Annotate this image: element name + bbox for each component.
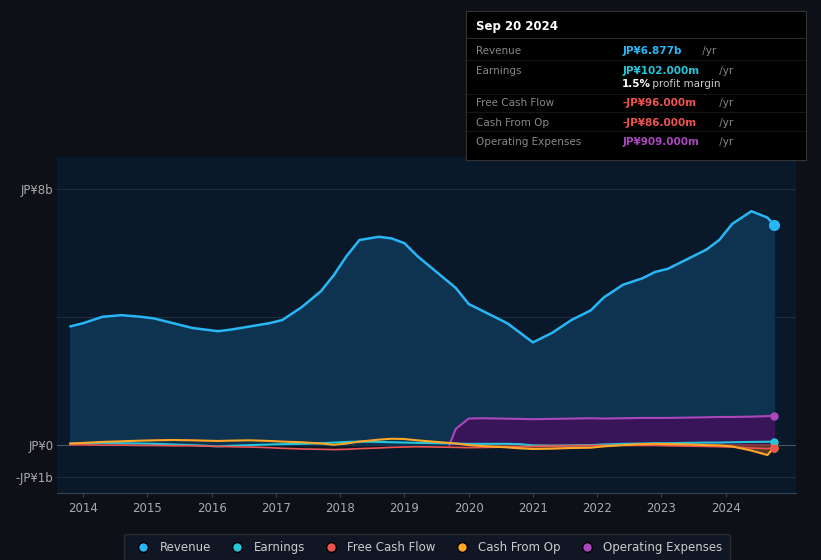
Legend: Revenue, Earnings, Free Cash Flow, Cash From Op, Operating Expenses: Revenue, Earnings, Free Cash Flow, Cash … xyxy=(124,534,730,560)
Text: JP¥909.000m: JP¥909.000m xyxy=(622,137,699,147)
Text: /yr: /yr xyxy=(716,137,733,147)
Text: JP¥6.877b: JP¥6.877b xyxy=(622,46,681,56)
Text: Sep 20 2024: Sep 20 2024 xyxy=(475,20,557,32)
Text: Revenue: Revenue xyxy=(475,46,521,56)
Text: /yr: /yr xyxy=(716,66,733,76)
Text: Free Cash Flow: Free Cash Flow xyxy=(475,98,554,108)
Text: JP¥102.000m: JP¥102.000m xyxy=(622,66,699,76)
Text: 1.5%: 1.5% xyxy=(622,79,651,89)
Text: -JP¥86.000m: -JP¥86.000m xyxy=(622,118,696,128)
Text: profit margin: profit margin xyxy=(649,79,721,89)
Text: /yr: /yr xyxy=(699,46,716,56)
Text: /yr: /yr xyxy=(716,118,733,128)
Text: /yr: /yr xyxy=(716,98,733,108)
Text: Operating Expenses: Operating Expenses xyxy=(475,137,581,147)
Text: Earnings: Earnings xyxy=(475,66,521,76)
Text: -JP¥96.000m: -JP¥96.000m xyxy=(622,98,696,108)
Text: Cash From Op: Cash From Op xyxy=(475,118,548,128)
